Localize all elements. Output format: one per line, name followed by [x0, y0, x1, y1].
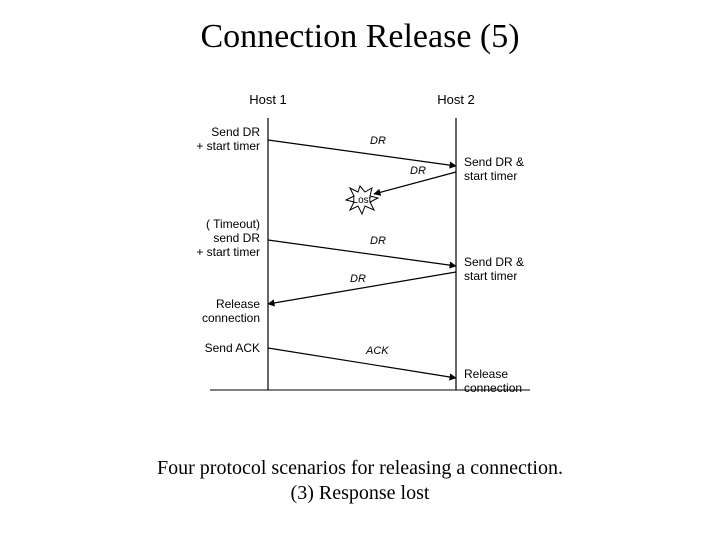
- evt-timeout-a: ( Timeout): [206, 217, 260, 231]
- msg-ack-label: ACK: [365, 345, 389, 357]
- msg-dr-3-label: DR: [370, 235, 386, 247]
- lost-label: Lost: [353, 195, 372, 206]
- host1-label: Host 1: [249, 92, 287, 107]
- slide-title: Connection Release (5): [0, 18, 720, 56]
- sequence-diagram: Host 1 Host 2 Send DR + start timer ( Ti…: [160, 90, 560, 415]
- msg-dr-1-label: DR: [370, 135, 386, 147]
- revt-3a: Release: [464, 367, 508, 381]
- msg-dr-3: [268, 240, 456, 266]
- revt-1a: Send DR &: [464, 155, 524, 169]
- caption: Four protocol scenarios for releasing a …: [0, 456, 720, 506]
- revt-1b: start timer: [464, 169, 517, 183]
- caption-line-1: Four protocol scenarios for releasing a …: [157, 457, 563, 479]
- evt-timeout-b: send DR: [213, 231, 260, 245]
- lost-icon: Lost: [346, 186, 378, 214]
- host2-label: Host 2: [437, 92, 475, 107]
- caption-line-2: (3) Response lost: [291, 482, 430, 504]
- evt-send-ack: Send ACK: [205, 341, 260, 355]
- evt-send-dr-1a: Send DR: [211, 125, 260, 139]
- evt-release-b: connection: [202, 311, 260, 325]
- msg-dr-2-label: DR: [410, 165, 426, 177]
- revt-2a: Send DR &: [464, 255, 524, 269]
- evt-release-a: Release: [216, 297, 260, 311]
- revt-3b: connection: [464, 381, 522, 395]
- msg-ack: [268, 348, 456, 378]
- msg-dr-1: [268, 140, 456, 166]
- evt-send-dr-1b: + start timer: [196, 139, 260, 153]
- revt-2b: start timer: [464, 269, 517, 283]
- msg-dr-4-label: DR: [350, 273, 366, 285]
- evt-timeout-c: + start timer: [196, 245, 260, 259]
